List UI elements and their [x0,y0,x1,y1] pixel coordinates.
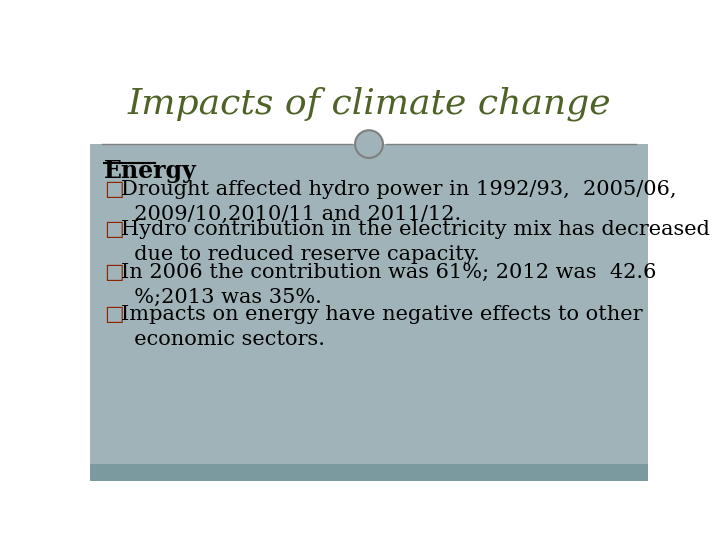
Text: In 2006 the contribution was 61%; 2012 was  42.6
  %;2013 was 35%.: In 2006 the contribution was 61%; 2012 w… [121,262,657,307]
Text: □: □ [104,220,124,239]
Text: □: □ [104,180,124,199]
FancyBboxPatch shape [90,65,648,146]
Text: Drought affected hydro power in 1992/93,  2005/06,
  2009/10,2010/11 and 2011/12: Drought affected hydro power in 1992/93,… [121,180,677,224]
Text: □: □ [104,305,124,324]
Circle shape [355,130,383,158]
FancyBboxPatch shape [90,464,648,481]
Text: Impacts on energy have negative effects to other
  economic sectors.: Impacts on energy have negative effects … [121,305,643,349]
Text: □: □ [104,262,124,282]
Text: Hydro contribution in the electricity mix has decreased
  due to reduced reserve: Hydro contribution in the electricity mi… [121,220,710,265]
Text: Impacts of climate change: Impacts of climate change [127,86,611,120]
FancyBboxPatch shape [90,144,648,481]
Text: Energy: Energy [104,159,197,183]
